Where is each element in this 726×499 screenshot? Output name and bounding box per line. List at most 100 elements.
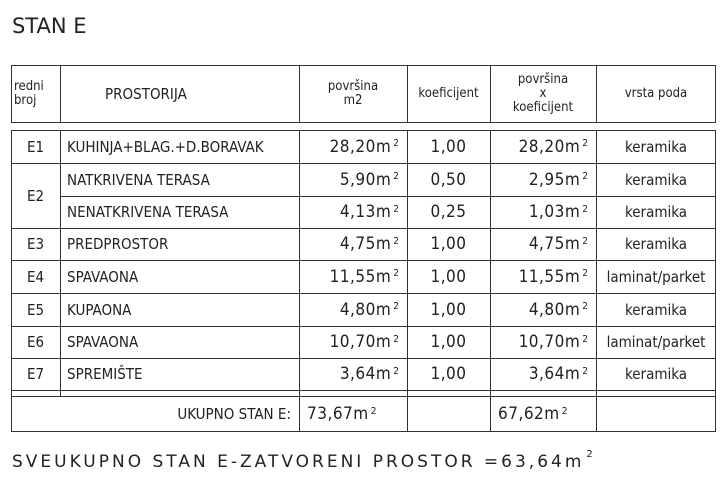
floor-text: laminat/parket	[606, 267, 706, 286]
row-divider	[11, 293, 716, 294]
area-value: 5,90	[339, 169, 376, 190]
floor-text: laminat/parket	[606, 333, 706, 351]
room-id-text: E2	[26, 187, 45, 205]
weighted-value-unit: m	[564, 169, 581, 190]
area-value-unit: m	[375, 136, 392, 157]
room-area: 5,90 m 2	[299, 163, 407, 196]
unit-exponent: 2	[393, 301, 399, 312]
room-name-text: PREDPROSTOR	[67, 235, 169, 253]
weighted-value-unit: m	[564, 266, 581, 287]
floor-text: keramika	[624, 203, 688, 221]
room-name: NENATKRIVENA TERASA	[60, 196, 299, 228]
room-name: SPAVAONA	[60, 260, 299, 293]
area-value-unit: m	[375, 169, 392, 190]
area-value-unit: m	[375, 299, 392, 320]
room-name: KUHINJA+BLAG.+D.BORAVAK	[60, 130, 299, 163]
room-floor-type: laminat/parket	[596, 260, 716, 293]
weighted-value: 11,55	[518, 266, 565, 287]
coef-value: 1,00	[430, 364, 467, 384]
weighted-value-unit: m	[564, 202, 581, 222]
header-label: PROSTORIJA	[105, 85, 187, 103]
room-id: E5	[11, 293, 60, 326]
floor-text: keramika	[624, 137, 688, 156]
room-area: 4,13 m 2	[299, 196, 407, 228]
room-name: NATKRIVENA TERASA	[60, 163, 299, 196]
room-floor-type: keramika	[596, 228, 716, 260]
area-value: 11,55	[329, 266, 376, 287]
room-id: E1	[11, 130, 60, 163]
page-title: STAN E	[12, 14, 87, 38]
header-line: površina	[327, 79, 379, 94]
room-weighted-area: 3,64 m 2	[490, 358, 596, 390]
weighted-value-unit: m	[564, 136, 581, 157]
weighted-value: 1,03	[528, 202, 565, 222]
unit-exponent: 2	[393, 268, 399, 279]
column-divider	[596, 130, 597, 432]
room-id: E2	[11, 163, 60, 229]
total-label-text: UKUPNO STAN E:	[177, 405, 291, 423]
room-weighted-area: 4,80 m 2	[490, 293, 596, 326]
area-value: 28,20	[329, 136, 376, 157]
room-floor-type: keramika	[596, 358, 716, 390]
row-divider	[11, 163, 716, 164]
column-divider	[407, 130, 408, 432]
room-weighted-area: 11,55 m 2	[490, 260, 596, 293]
coef-value: 1,00	[430, 299, 467, 320]
coef-value: 1,00	[430, 234, 467, 254]
floor-text: keramika	[624, 300, 688, 319]
column-divider	[299, 65, 300, 123]
area-value: 10,70	[329, 332, 376, 352]
total-weighted-value: 67,62	[498, 404, 545, 424]
room-name-text: SPREMIŠTE	[67, 365, 143, 383]
header-povrsina-x-koef: površina x koeficijent	[490, 65, 596, 123]
total-weighted-value-unit: m	[544, 404, 560, 424]
room-coefficient: 0,50	[407, 163, 490, 196]
row-divider	[60, 196, 716, 197]
floor-text: keramika	[624, 235, 688, 253]
area-value-unit: m	[375, 234, 392, 254]
total-area-value: 73,67	[307, 404, 354, 424]
room-id: E3	[11, 228, 60, 260]
room-area: 10,70 m 2	[299, 326, 407, 358]
total-label: UKUPNO STAN E:	[11, 396, 299, 432]
column-divider	[596, 65, 597, 123]
unit-exponent: 2	[582, 268, 588, 279]
footer-exp: 2	[586, 449, 596, 460]
header-line: redni	[14, 79, 44, 94]
room-name: KUPAONA	[60, 293, 299, 326]
room-coefficient: 1,00	[407, 358, 490, 390]
room-name-text: NENATKRIVENA TERASA	[67, 203, 229, 221]
room-weighted-area: 2,95 m 2	[490, 163, 596, 196]
header-redni-broj: redni broj	[11, 65, 60, 123]
room-id-text: E3	[26, 235, 45, 253]
weighted-value: 10,70	[518, 332, 565, 352]
room-id-text: E7	[26, 365, 45, 383]
total-weighted-area: 67,62 m 2	[490, 396, 596, 432]
header-prostorija: PROSTORIJA	[60, 65, 299, 123]
unit-exponent: 2	[561, 405, 568, 417]
room-floor-type: laminat/parket	[596, 326, 716, 358]
body-frame	[11, 130, 716, 432]
header-label: koeficijent	[418, 86, 479, 101]
floor-text: keramika	[624, 365, 688, 383]
header-line: x	[539, 86, 547, 101]
weighted-value: 2,95	[528, 169, 565, 190]
area-value-unit: m	[375, 202, 392, 222]
weighted-value: 3,64	[528, 364, 565, 384]
room-name-text: SPAVAONA	[67, 333, 139, 351]
room-coefficient: 1,00	[407, 130, 490, 163]
room-name: PREDPROSTOR	[60, 228, 299, 260]
room-id-text: E1	[26, 137, 45, 156]
unit-exponent: 2	[393, 171, 399, 182]
room-weighted-area: 28,20 m 2	[490, 130, 596, 163]
room-name-text: NATKRIVENA TERASA	[67, 170, 210, 189]
row-divider	[11, 358, 716, 359]
unit-exponent: 2	[393, 333, 399, 345]
column-divider	[407, 65, 408, 123]
room-coefficient: 0,25	[407, 196, 490, 228]
room-floor-type: keramika	[596, 163, 716, 196]
room-coefficient: 1,00	[407, 260, 490, 293]
area-value: 4,80	[339, 299, 376, 320]
column-divider	[299, 130, 300, 432]
weighted-value-unit: m	[564, 234, 581, 254]
